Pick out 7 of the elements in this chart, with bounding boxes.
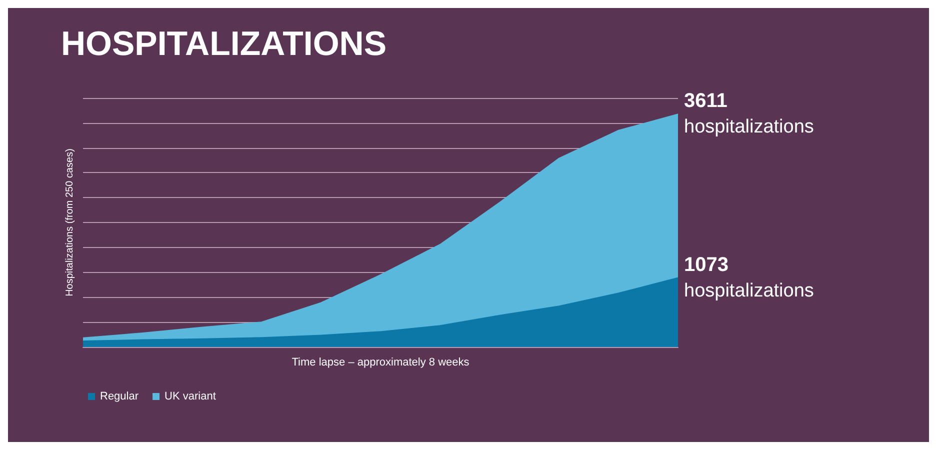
y-axis-title: Hospitalizations (from 250 cases) (64, 148, 76, 296)
legend-label: Regular (100, 390, 139, 402)
data-label: 1073 hospitalizations (684, 254, 814, 302)
x-axis-title: Time lapse – approximately 8 weeks (292, 356, 470, 368)
data-label: 3611 hospitalizations (684, 90, 814, 138)
legend-label: UK variant (164, 390, 216, 402)
chart-title: HOSPITALIZATIONS (61, 25, 387, 63)
